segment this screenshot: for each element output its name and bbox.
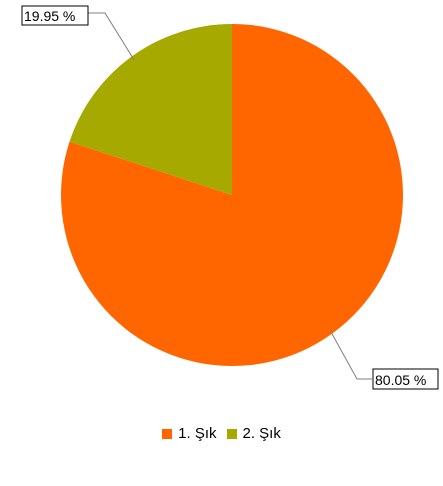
data-label-2: 19.95 % — [24, 8, 75, 24]
legend-item-2[interactable]: 2. Şık — [226, 425, 281, 442]
leader-line-2 — [88, 12, 135, 60]
legend-label-2: 2. Şık — [242, 425, 281, 442]
data-label-box-2 — [21, 5, 89, 26]
chart-legend: 1. Şık 2. Şık — [0, 425, 443, 442]
pie-slice-2[interactable] — [69, 24, 232, 195]
leader-line-1 — [329, 330, 372, 380]
data-label-box-1 — [372, 368, 439, 390]
data-label-1: 80.05 % — [375, 372, 426, 388]
pie-slice-1[interactable] — [61, 24, 404, 366]
legend-swatch-2 — [226, 428, 237, 439]
legend-swatch-1 — [162, 428, 173, 439]
legend-label-1: 1. Şık — [178, 425, 217, 442]
legend-item-1[interactable]: 1. Şık — [162, 425, 217, 442]
